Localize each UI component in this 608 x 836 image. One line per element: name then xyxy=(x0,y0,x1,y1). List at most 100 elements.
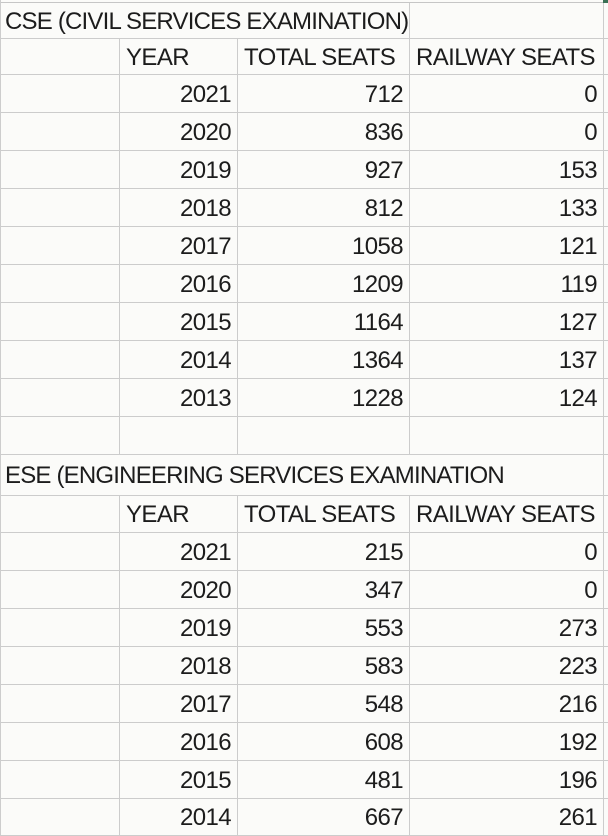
cell-empty[interactable] xyxy=(1,39,120,74)
cell-year[interactable]: 2016 xyxy=(120,723,238,760)
cell-railway-seats[interactable]: 119 xyxy=(410,265,604,302)
cell-year[interactable]: 2021 xyxy=(120,75,238,112)
cell-year[interactable]: 2017 xyxy=(120,227,238,264)
cell-empty[interactable] xyxy=(604,799,608,835)
cell-year[interactable]: 2020 xyxy=(120,571,238,608)
cell-year[interactable]: 2021 xyxy=(120,533,238,570)
cell-empty[interactable] xyxy=(1,647,120,684)
cell-railway-seats[interactable]: 196 xyxy=(410,761,604,798)
cell-empty[interactable] xyxy=(604,151,608,188)
cell-empty[interactable] xyxy=(1,341,120,378)
cell-total-seats[interactable]: 927 xyxy=(238,151,410,188)
cell-empty[interactable] xyxy=(604,723,608,760)
cell-total-seats[interactable]: 553 xyxy=(238,609,410,646)
cell-total-seats[interactable]: 667 xyxy=(238,799,410,835)
header-total-seats[interactable]: TOTAL SEATS xyxy=(238,39,410,74)
cell-year[interactable]: 2015 xyxy=(120,303,238,340)
cell-empty[interactable] xyxy=(604,609,608,646)
cell-railway-seats[interactable]: 216 xyxy=(410,685,604,722)
cell-railway-seats[interactable]: 133 xyxy=(410,189,604,226)
cell-year[interactable]: 2019 xyxy=(120,151,238,188)
cell-year[interactable]: 2016 xyxy=(120,265,238,302)
cell-empty[interactable] xyxy=(604,265,608,302)
cell-empty[interactable] xyxy=(1,761,120,798)
header-year[interactable]: YEAR xyxy=(120,496,238,532)
table-title-ese[interactable]: ESE (ENGINEERING SERVICES EXAMINATION xyxy=(1,455,604,495)
cell-year[interactable]: 2018 xyxy=(120,189,238,226)
cell-total-seats[interactable]: 712 xyxy=(238,75,410,112)
cell-empty[interactable] xyxy=(604,39,608,74)
cell-railway-seats[interactable]: 124 xyxy=(410,379,604,416)
cell-total-seats[interactable]: 1164 xyxy=(238,303,410,340)
cell-total-seats[interactable]: 481 xyxy=(238,761,410,798)
cell-year[interactable]: 2018 xyxy=(120,647,238,684)
cell-empty[interactable] xyxy=(1,799,120,835)
cell-railway-seats[interactable]: 127 xyxy=(410,303,604,340)
header-year[interactable]: YEAR xyxy=(120,39,238,74)
cell-year[interactable]: 2015 xyxy=(120,761,238,798)
cell-empty[interactable] xyxy=(604,341,608,378)
cell-empty[interactable] xyxy=(604,533,608,570)
cell-year[interactable]: 2014 xyxy=(120,799,238,835)
cell-empty[interactable] xyxy=(1,417,120,454)
cell-empty[interactable] xyxy=(1,303,120,340)
cell-empty[interactable] xyxy=(120,417,238,454)
cell-empty[interactable] xyxy=(1,113,120,150)
cell-railway-seats[interactable]: 0 xyxy=(410,75,604,112)
cell-empty[interactable] xyxy=(604,227,608,264)
cell-total-seats[interactable]: 1058 xyxy=(238,227,410,264)
header-total-seats[interactable]: TOTAL SEATS xyxy=(238,496,410,532)
cell-total-seats[interactable]: 215 xyxy=(238,533,410,570)
cell-railway-seats[interactable]: 0 xyxy=(410,533,604,570)
cell-year[interactable]: 2020 xyxy=(120,113,238,150)
cell-total-seats[interactable]: 608 xyxy=(238,723,410,760)
cell-year[interactable]: 2014 xyxy=(120,341,238,378)
cell-total-seats[interactable]: 812 xyxy=(238,189,410,226)
cell-empty[interactable] xyxy=(604,379,608,416)
cell-total-seats[interactable]: 1209 xyxy=(238,265,410,302)
header-railway-seats[interactable]: RAILWAY SEATS xyxy=(410,496,604,532)
cell-railway-seats[interactable]: 273 xyxy=(410,609,604,646)
cell-empty[interactable] xyxy=(410,3,604,38)
cell-empty[interactable] xyxy=(1,189,120,226)
cell-empty[interactable] xyxy=(604,685,608,722)
cell-empty[interactable] xyxy=(410,417,604,454)
cell-empty[interactable] xyxy=(604,3,608,38)
cell-empty[interactable] xyxy=(1,265,120,302)
cell-year[interactable]: 2013 xyxy=(120,379,238,416)
cell-railway-seats[interactable]: 121 xyxy=(410,227,604,264)
cell-empty[interactable] xyxy=(604,496,608,532)
cell-empty[interactable] xyxy=(1,609,120,646)
cell-railway-seats[interactable]: 223 xyxy=(410,647,604,684)
cell-railway-seats[interactable]: 0 xyxy=(410,113,604,150)
cell-year[interactable]: 2017 xyxy=(120,685,238,722)
cell-empty[interactable] xyxy=(1,533,120,570)
cell-empty[interactable] xyxy=(604,455,608,495)
cell-total-seats[interactable]: 347 xyxy=(238,571,410,608)
cell-railway-seats[interactable]: 192 xyxy=(410,723,604,760)
cell-empty[interactable] xyxy=(238,417,410,454)
cell-empty[interactable] xyxy=(604,761,608,798)
cell-total-seats[interactable]: 836 xyxy=(238,113,410,150)
cell-empty[interactable] xyxy=(604,303,608,340)
cell-empty[interactable] xyxy=(604,189,608,226)
cell-empty[interactable] xyxy=(1,75,120,112)
cell-empty[interactable] xyxy=(604,113,608,150)
cell-total-seats[interactable]: 548 xyxy=(238,685,410,722)
cell-railway-seats[interactable]: 137 xyxy=(410,341,604,378)
cell-empty[interactable] xyxy=(1,151,120,188)
cell-total-seats[interactable]: 1228 xyxy=(238,379,410,416)
cell-empty[interactable] xyxy=(604,417,608,454)
cell-empty[interactable] xyxy=(1,685,120,722)
cell-empty[interactable] xyxy=(604,647,608,684)
cell-empty[interactable] xyxy=(1,571,120,608)
cell-empty[interactable] xyxy=(1,496,120,532)
cell-railway-seats[interactable]: 261 xyxy=(410,799,604,835)
cell-year[interactable]: 2019 xyxy=(120,609,238,646)
cell-railway-seats[interactable]: 0 xyxy=(410,571,604,608)
cell-empty[interactable] xyxy=(1,379,120,416)
cell-total-seats[interactable]: 1364 xyxy=(238,341,410,378)
header-railway-seats[interactable]: RAILWAY SEATS xyxy=(410,39,604,74)
table-title-cse[interactable]: CSE (CIVIL SERVICES EXAMINATION) xyxy=(1,3,410,38)
cell-empty[interactable] xyxy=(604,571,608,608)
